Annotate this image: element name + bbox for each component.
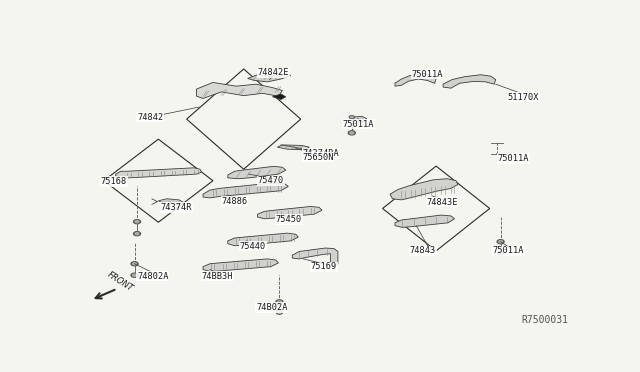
Polygon shape xyxy=(390,179,458,200)
Text: R7500031: R7500031 xyxy=(522,315,568,325)
Text: 74374R: 74374R xyxy=(161,203,192,212)
Polygon shape xyxy=(228,233,298,246)
Text: 75650N: 75650N xyxy=(302,153,333,162)
Text: 51170X: 51170X xyxy=(508,93,539,102)
Circle shape xyxy=(276,311,282,314)
Circle shape xyxy=(499,252,502,254)
Polygon shape xyxy=(158,199,183,205)
Text: 74B02A: 74B02A xyxy=(256,303,287,312)
Polygon shape xyxy=(116,168,202,178)
Polygon shape xyxy=(443,75,495,88)
Circle shape xyxy=(134,219,141,224)
Circle shape xyxy=(278,311,281,313)
Polygon shape xyxy=(292,248,338,266)
Circle shape xyxy=(278,301,282,303)
Text: 75011A: 75011A xyxy=(498,154,529,163)
Circle shape xyxy=(348,131,355,135)
Circle shape xyxy=(131,273,138,277)
Circle shape xyxy=(132,263,136,265)
Polygon shape xyxy=(277,145,309,150)
Circle shape xyxy=(135,232,139,235)
Polygon shape xyxy=(395,215,454,227)
Text: 75011A: 75011A xyxy=(493,246,524,255)
Polygon shape xyxy=(395,73,436,86)
Text: 74842E: 74842E xyxy=(257,68,289,77)
Polygon shape xyxy=(273,94,286,100)
Text: 75169: 75169 xyxy=(310,262,337,272)
Circle shape xyxy=(497,240,504,244)
Circle shape xyxy=(131,262,138,266)
Circle shape xyxy=(134,232,141,236)
Text: 74843E: 74843E xyxy=(426,198,458,207)
Text: 75011A: 75011A xyxy=(343,120,374,129)
Text: 74802A: 74802A xyxy=(137,272,168,280)
Polygon shape xyxy=(248,74,291,82)
Text: 75450: 75450 xyxy=(276,215,302,224)
Polygon shape xyxy=(257,206,322,219)
Polygon shape xyxy=(352,116,367,122)
Circle shape xyxy=(350,132,354,134)
Circle shape xyxy=(132,274,136,276)
Circle shape xyxy=(498,251,504,255)
Text: 74374RA: 74374RA xyxy=(302,149,339,158)
Text: 74BB3H: 74BB3H xyxy=(202,272,233,280)
Circle shape xyxy=(276,300,283,304)
Text: 74843: 74843 xyxy=(410,246,436,255)
Circle shape xyxy=(135,221,139,223)
Polygon shape xyxy=(228,166,286,179)
Text: 75168: 75168 xyxy=(101,177,127,186)
Text: 75011A: 75011A xyxy=(412,70,443,78)
Polygon shape xyxy=(203,183,288,198)
Text: 75440: 75440 xyxy=(240,241,266,250)
Polygon shape xyxy=(203,259,278,272)
Circle shape xyxy=(351,116,353,118)
Text: FRONT: FRONT xyxy=(106,270,135,294)
Text: 74842: 74842 xyxy=(137,113,163,122)
Text: 74886: 74886 xyxy=(221,197,248,206)
Circle shape xyxy=(499,241,502,243)
Polygon shape xyxy=(196,83,282,99)
Circle shape xyxy=(349,116,355,119)
Text: 75470: 75470 xyxy=(257,176,284,186)
